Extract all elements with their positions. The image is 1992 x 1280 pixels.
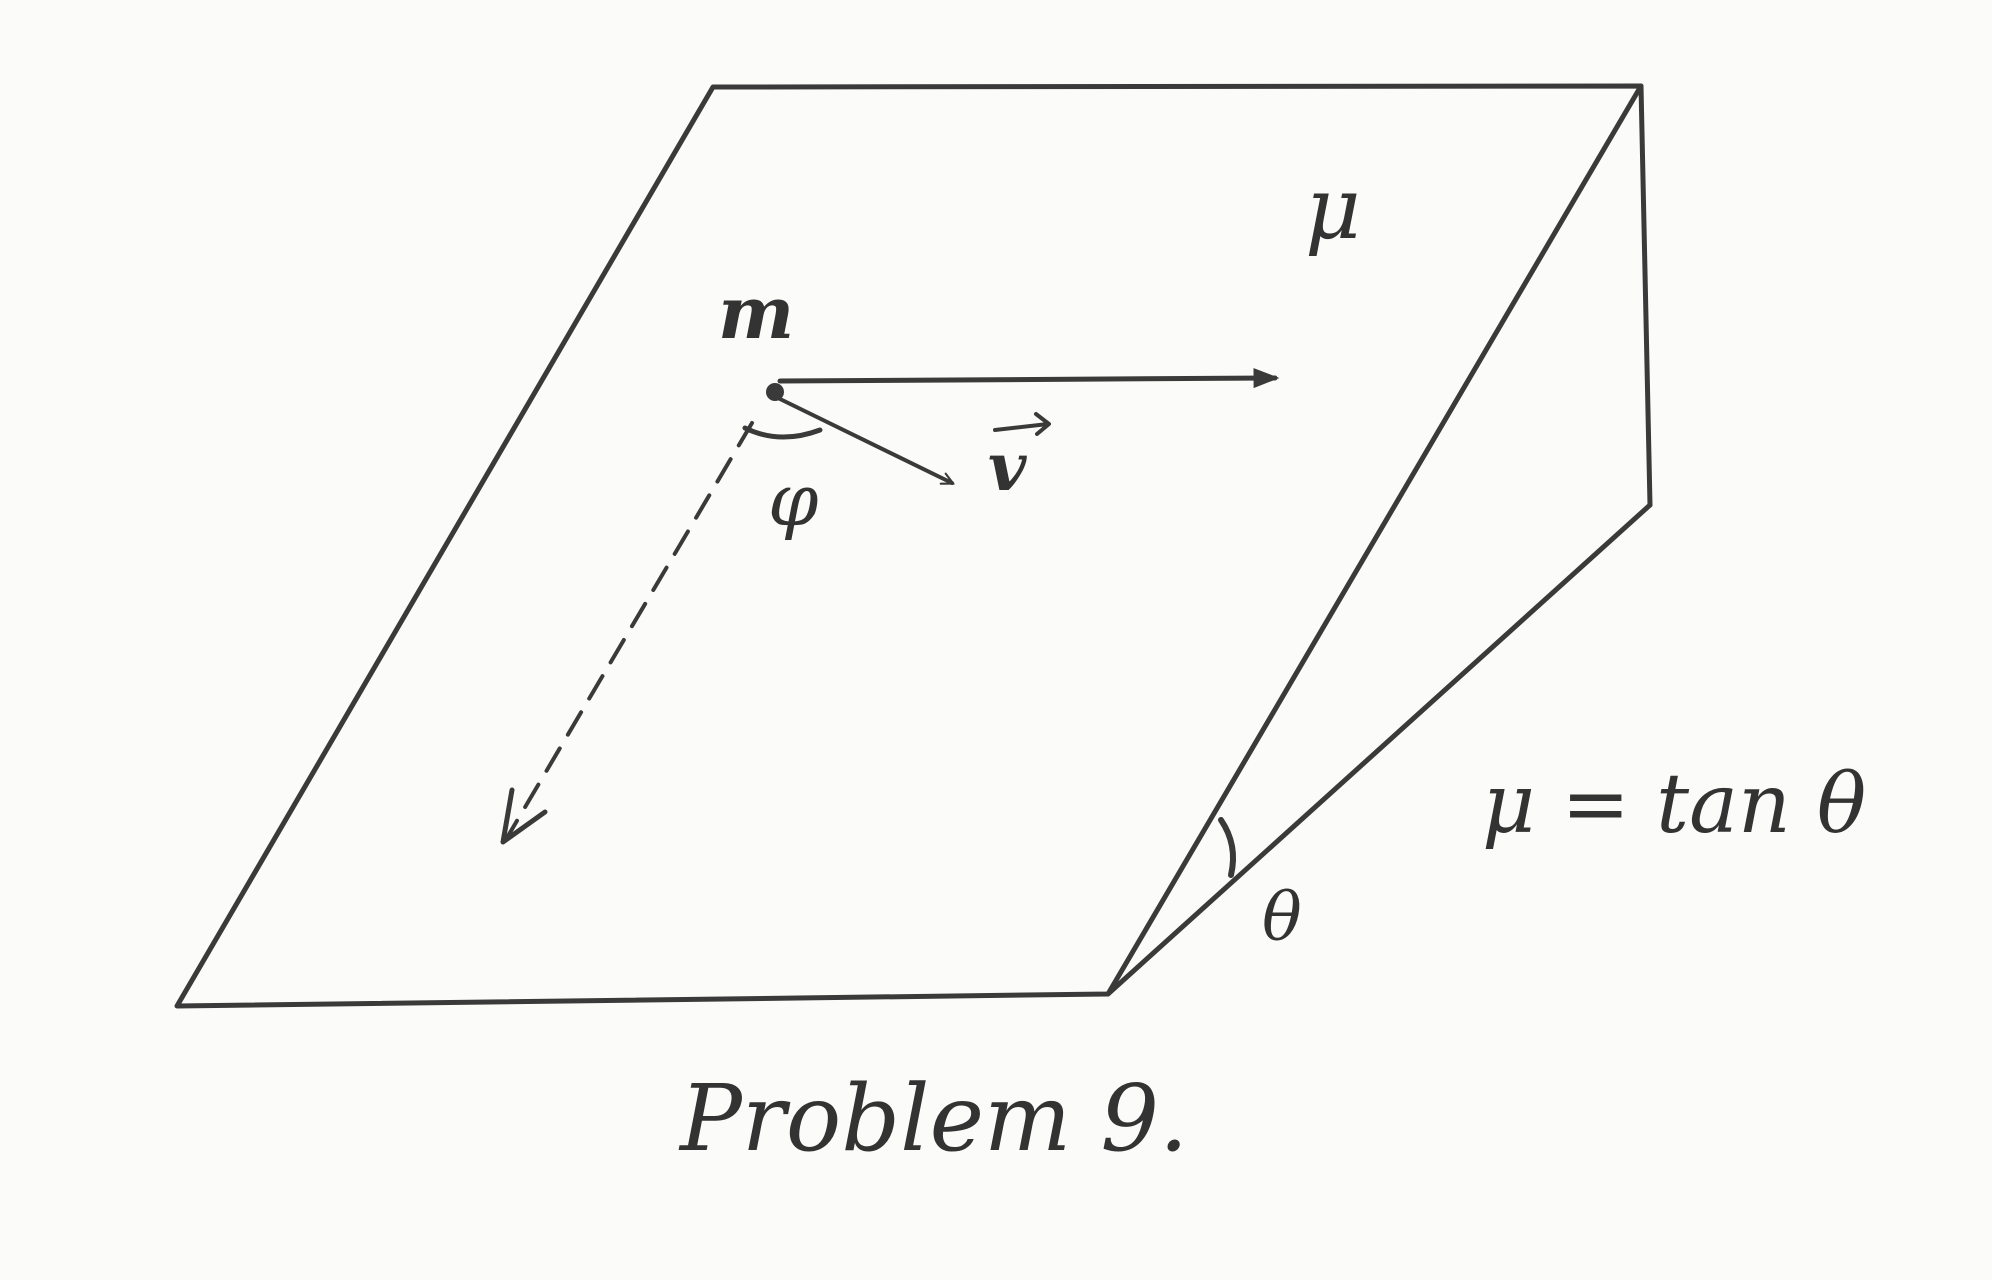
wedge-back-edge bbox=[1638, 83, 1653, 508]
phi-label: φ bbox=[768, 458, 819, 542]
theta-angle-arc bbox=[1218, 817, 1236, 878]
mass-label: m bbox=[718, 270, 794, 355]
problem-caption: Problem 9. bbox=[678, 1065, 1188, 1172]
friction-label: μ bbox=[1305, 159, 1361, 259]
theta-label: θ bbox=[1262, 879, 1302, 956]
velocity-vector-arrow-icon bbox=[993, 412, 1051, 436]
mass-dot bbox=[766, 383, 784, 401]
velocity-label: v bbox=[988, 428, 1027, 506]
condition-equation: μ = tan θ bbox=[1482, 757, 1866, 852]
velocity-arrow bbox=[776, 396, 952, 485]
downslope-dashed-arrow bbox=[506, 421, 754, 838]
downslope-arrowhead bbox=[500, 787, 548, 845]
horizontal-direction-arrow bbox=[777, 368, 1280, 389]
incline-surface bbox=[174, 83, 1644, 1009]
phi-angle-arc bbox=[742, 425, 823, 440]
wedge-base-edge bbox=[1105, 502, 1653, 997]
